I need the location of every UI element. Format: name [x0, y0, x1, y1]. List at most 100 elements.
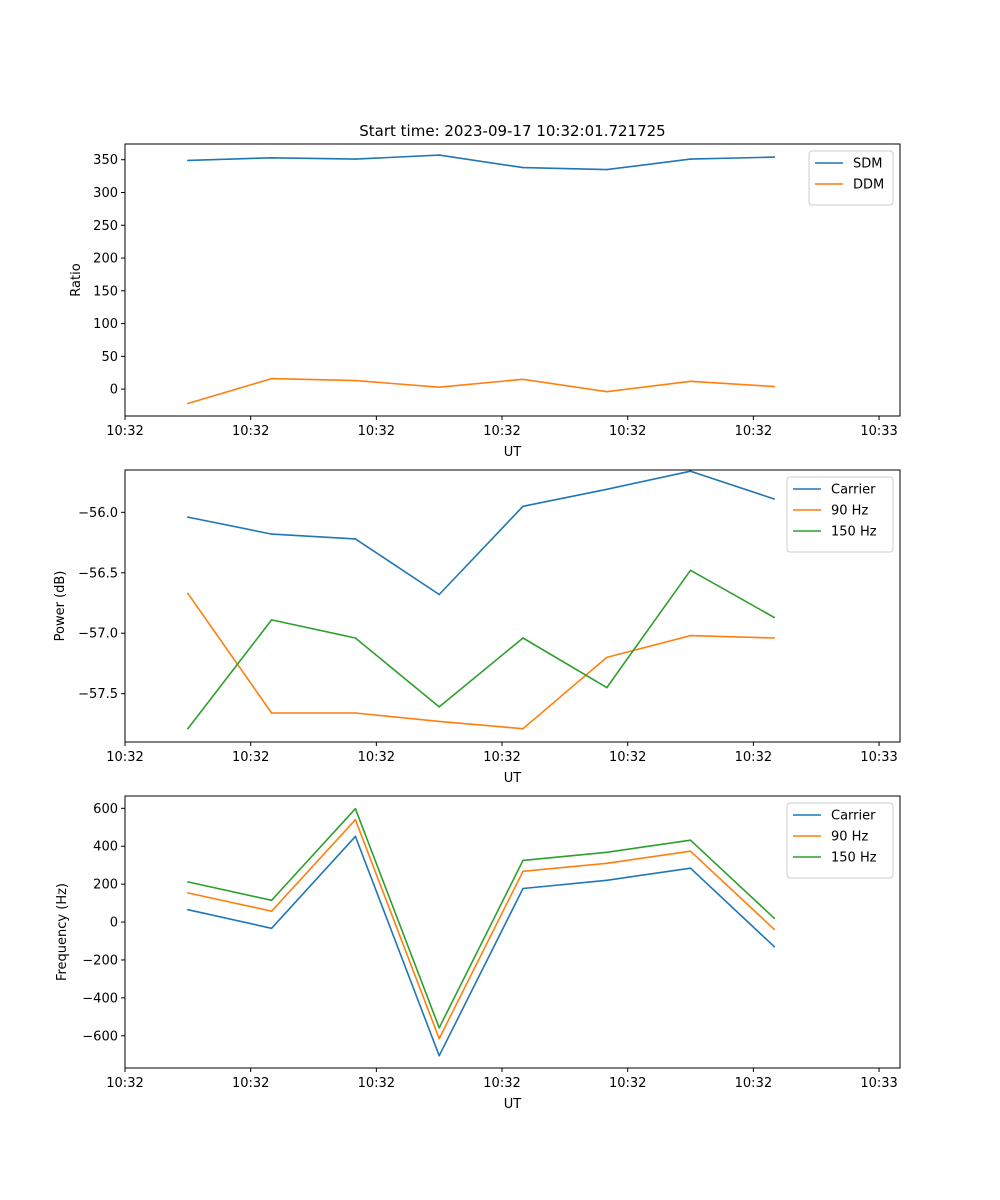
data-point	[354, 158, 357, 160]
plot-area: 10:32 10:32 10:32 10:32 10:32 10:32 10:33 −56.0…	[78, 469, 901, 765]
data-point	[689, 850, 692, 852]
data-point	[606, 488, 608, 491]
data-point	[438, 1054, 441, 1057]
data-point	[606, 390, 608, 393]
y-tick-label: 0	[110, 383, 118, 398]
data-point	[522, 727, 524, 730]
legend-box	[808, 150, 894, 206]
data-point	[689, 158, 692, 160]
data-point	[187, 402, 189, 405]
data-point	[438, 706, 441, 708]
data-point	[187, 516, 189, 518]
data-point	[522, 637, 524, 639]
data-point	[270, 899, 273, 902]
data-point	[522, 505, 524, 508]
x-tick-label: 10:32	[232, 424, 269, 439]
x-tick-label: 10:32	[232, 750, 269, 765]
data-point	[187, 892, 189, 894]
series-line	[187, 377, 775, 405]
data-point	[522, 859, 524, 862]
data-point	[773, 637, 776, 639]
legend-label: Carrier	[831, 809, 876, 824]
data-point	[354, 379, 357, 382]
y-tick-label: −56.0	[78, 506, 118, 521]
data-point	[438, 386, 441, 389]
y-axis-label: Power (dB)	[53, 571, 68, 642]
data-point	[270, 377, 273, 380]
data-point	[689, 867, 692, 869]
plot-area: 10:32 10:32 10:32 10:32 10:32 10:32 10:33 600 40…	[82, 795, 901, 1091]
panel-frequency: Frequency (Hz) UT 10:32 10:32 10:32 10:32 10…	[55, 795, 901, 1112]
y-tick-label: 200	[93, 878, 118, 893]
data-point	[689, 634, 692, 637]
x-tick-label: 10:32	[483, 1076, 520, 1091]
y-tick-label: −57.5	[78, 687, 118, 702]
x-tick-label: 10:32	[735, 424, 772, 439]
data-point	[438, 720, 441, 723]
x-axis-label: UT	[504, 445, 522, 460]
data-point	[689, 569, 692, 572]
series-line	[187, 818, 775, 1040]
y-tick-label: 400	[93, 840, 118, 855]
data-point	[522, 870, 524, 873]
x-tick-label: 10:32	[358, 424, 395, 439]
y-axis-label: Ratio	[69, 263, 84, 296]
x-tick-label: 10:33	[860, 1076, 897, 1091]
data-point	[606, 862, 608, 865]
x-tick-label: 10:32	[106, 424, 143, 439]
data-point	[773, 498, 776, 500]
data-point	[773, 945, 776, 948]
y-tick-label: 600	[93, 802, 118, 817]
x-tick-label: 10:32	[735, 1076, 772, 1091]
data-point	[522, 166, 524, 169]
y-tick-label: −600	[82, 1029, 118, 1044]
data-point	[187, 592, 189, 595]
y-tick-label: −400	[82, 991, 118, 1006]
x-axis-label: UT	[504, 771, 522, 786]
plot-area: 10:32 10:32 10:32 10:32 10:32 10:32 10:33 0 50 10…	[93, 143, 901, 439]
data-point	[187, 727, 189, 730]
x-tick-label: 10:33	[860, 424, 897, 439]
chart-title: Start time: 2023-09-17 10:32:01.721725	[359, 122, 665, 140]
data-point	[354, 807, 357, 810]
y-tick-label: 250	[93, 219, 118, 234]
y-tick-label: −200	[82, 953, 118, 968]
y-tick-label: 150	[93, 284, 118, 299]
axes-frame	[124, 795, 901, 1069]
x-tick-label: 10:32	[106, 1076, 143, 1091]
axes-frame	[124, 469, 901, 743]
data-point	[270, 712, 273, 714]
data-point	[187, 908, 189, 911]
y-tick-label: 50	[101, 350, 118, 365]
data-point	[773, 385, 776, 388]
legend: Carrier 90 Hz 150 Hz	[786, 476, 894, 553]
legend: Carrier 90 Hz 150 Hz	[786, 802, 894, 879]
y-tick-label: −57.0	[78, 627, 118, 642]
data-point	[606, 656, 608, 659]
legend-label: 90 Hz	[831, 504, 868, 519]
data-point	[438, 1027, 441, 1029]
legend-label: 90 Hz	[831, 830, 868, 845]
data-point	[354, 637, 357, 639]
series-line	[187, 470, 775, 596]
data-point	[354, 818, 357, 821]
data-point	[606, 879, 608, 882]
y-tick-label: 350	[93, 153, 118, 168]
data-point	[606, 168, 608, 171]
data-point	[773, 928, 776, 931]
y-tick-label: −56.5	[78, 566, 118, 581]
legend-label: Carrier	[831, 483, 876, 498]
series-line	[187, 807, 775, 1029]
data-point	[354, 712, 357, 714]
data-point	[438, 1037, 441, 1040]
legend-box	[786, 476, 894, 553]
x-tick-label: 10:33	[860, 750, 897, 765]
x-tick-label: 10:32	[609, 1076, 646, 1091]
y-tick-label: 300	[93, 186, 118, 201]
panel-power: Power (dB) UT 10:32 10:32 10:32 10:32 10:32 1…	[53, 469, 901, 786]
y-axis-label: Frequency (Hz)	[55, 883, 70, 981]
data-point	[606, 686, 608, 689]
legend-label: 150 Hz	[831, 851, 877, 866]
data-point	[438, 154, 441, 156]
